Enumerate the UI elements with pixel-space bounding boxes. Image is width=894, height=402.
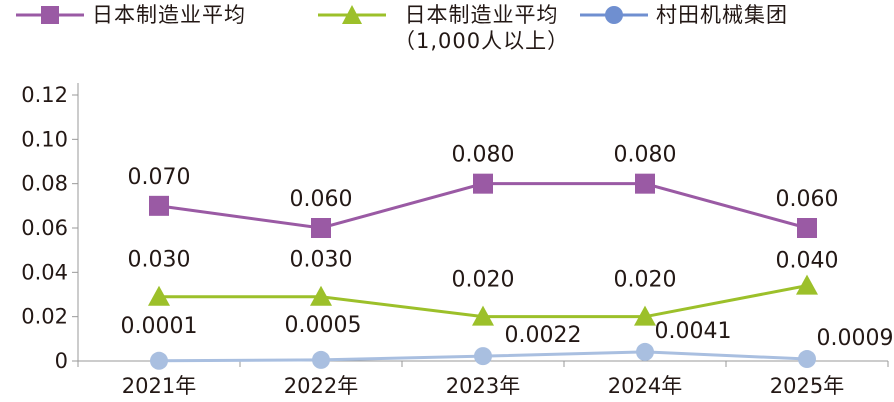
y-tick-label: 0.12 bbox=[21, 83, 68, 107]
data-point-square bbox=[473, 173, 493, 194]
data-point-triangle bbox=[472, 305, 494, 326]
data-label: 0.020 bbox=[452, 268, 515, 293]
data-label: 0.070 bbox=[128, 165, 191, 190]
y-tick-label: 0.04 bbox=[21, 260, 68, 284]
y-tick-label: 0.06 bbox=[21, 216, 68, 240]
y-tick-label: 0.08 bbox=[21, 172, 68, 196]
data-label: 0.080 bbox=[614, 143, 677, 168]
data-label: 0.080 bbox=[452, 143, 515, 168]
x-tick-label: 2022年 bbox=[284, 374, 358, 398]
data-point-square bbox=[635, 173, 655, 194]
data-label: 0.0009 bbox=[817, 326, 894, 351]
data-point-circle bbox=[474, 347, 492, 366]
legend-label-line2: （1,000人以上） bbox=[394, 29, 570, 53]
data-point-triangle bbox=[796, 274, 818, 295]
data-point-triangle bbox=[310, 285, 332, 306]
x-tick-label: 2023年 bbox=[446, 374, 520, 398]
data-point-circle bbox=[798, 350, 816, 369]
data-label: 0.030 bbox=[290, 248, 353, 273]
data-point-square bbox=[797, 218, 817, 238]
y-tick-label: 0.02 bbox=[21, 305, 68, 329]
data-label: 0.0022 bbox=[505, 323, 582, 348]
legend-marker-triangle-icon bbox=[318, 5, 386, 24]
data-point-triangle bbox=[634, 305, 656, 326]
data-point-square bbox=[149, 195, 169, 216]
legend-item-manufacturing-avg: 日本制造业平均 bbox=[14, 2, 246, 28]
data-point-triangle bbox=[148, 285, 170, 306]
data-label: 0.0005 bbox=[285, 313, 362, 338]
legend-marker-square-icon bbox=[16, 6, 84, 24]
legend-label: 日本制造业平均 bbox=[404, 3, 559, 27]
x-tick-label: 2024年 bbox=[608, 374, 682, 398]
data-label: 0.0001 bbox=[121, 314, 198, 339]
data-label: 0.020 bbox=[614, 268, 677, 293]
legend-label: 日本制造业平均 bbox=[92, 3, 246, 27]
y-tick-label: 0 bbox=[55, 349, 68, 373]
data-label: 0.040 bbox=[776, 249, 839, 274]
data-label: 0.0041 bbox=[655, 319, 732, 344]
legend-label: 村田机械集团 bbox=[656, 3, 788, 27]
data-point-circle bbox=[636, 342, 654, 361]
legend-item-manufacturing-avg-large: 日本制造业平均 （1,000人以上） bbox=[316, 2, 569, 54]
data-point-circle bbox=[150, 351, 168, 370]
x-tick-label: 2021年 bbox=[122, 374, 196, 398]
data-point-circle bbox=[312, 350, 330, 369]
y-tick-label: 0.10 bbox=[21, 127, 68, 151]
legend-item-murata: 村田机械集团 bbox=[578, 2, 788, 28]
legend: 日本制造业平均 日本制造业平均 （1,000人以上） 村田机械集团 bbox=[0, 2, 894, 72]
data-label: 0.060 bbox=[290, 187, 353, 212]
x-tick-label: 2025年 bbox=[770, 374, 844, 398]
legend-marker-circle-icon bbox=[580, 6, 648, 24]
data-label: 0.060 bbox=[776, 187, 839, 212]
data-point-square bbox=[311, 218, 331, 238]
data-label: 0.030 bbox=[128, 248, 191, 273]
